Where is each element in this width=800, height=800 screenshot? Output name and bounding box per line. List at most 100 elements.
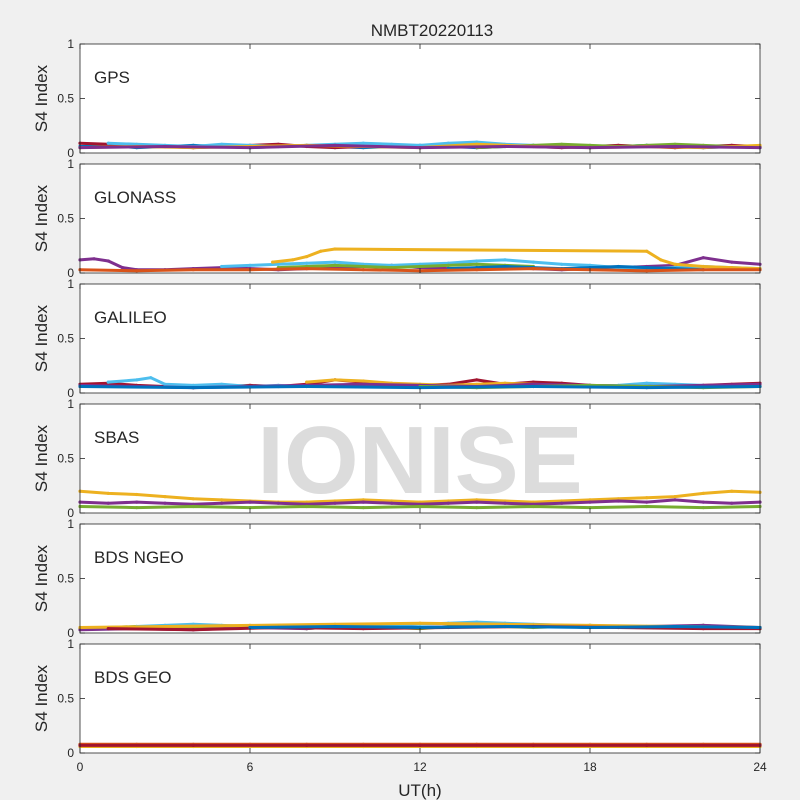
data-point: [361, 264, 365, 269]
data-point: [701, 264, 705, 269]
y-tick-label: 0: [67, 266, 74, 280]
data-point: [305, 743, 309, 748]
panels: 0 0.5 1 GPS S4 Index 0 0.5 1 GLONASS S4 Index 0 0.5…: [32, 37, 767, 774]
data-point: [305, 384, 309, 389]
data-point: [531, 267, 535, 271]
x-tick-label: 18: [583, 760, 597, 774]
data-point: [475, 378, 479, 382]
data-point: [446, 263, 450, 267]
data-point: [701, 500, 705, 504]
data-point: [220, 498, 224, 502]
y-axis-label: S4 Index: [32, 304, 51, 372]
series-line: [276, 262, 535, 270]
data-point: [503, 264, 507, 269]
y-axis-label: S4 Index: [32, 184, 51, 252]
data-point: [560, 501, 564, 505]
plot-area: [80, 44, 760, 153]
data-point: [659, 258, 663, 262]
panel-label: SBAS: [94, 428, 139, 447]
data-point: [135, 378, 139, 382]
y-tick-label: 0.5: [57, 692, 74, 706]
data-point: [220, 501, 224, 505]
panel-label: GALILEO: [94, 308, 167, 327]
data-point: [730, 501, 734, 505]
y-tick-label: 0: [67, 746, 74, 760]
data-point: [135, 269, 139, 273]
y-tick-label: 0: [67, 506, 74, 520]
data-point: [220, 142, 224, 146]
data-point: [149, 376, 153, 380]
data-point: [701, 506, 705, 510]
data-point: [163, 495, 167, 499]
data-point: [163, 144, 167, 149]
data-point: [645, 504, 649, 509]
y-tick-label: 1: [67, 157, 74, 171]
data-point: [475, 268, 479, 272]
y-tick-label: 1: [67, 37, 74, 51]
data-point: [475, 500, 479, 504]
x-tick-label: 24: [753, 760, 767, 774]
data-point: [106, 627, 110, 631]
data-point: [390, 501, 394, 505]
x-tick-label: 12: [413, 760, 427, 774]
data-point: [673, 144, 677, 149]
series-purple: [78, 143, 762, 150]
data-point: [361, 141, 365, 145]
y-axis-label: S4 Index: [32, 664, 51, 732]
data-point: [418, 386, 422, 390]
panel-label: GPS: [94, 68, 130, 87]
data-point: [106, 501, 110, 505]
data-point: [418, 504, 422, 509]
data-point: [446, 501, 450, 505]
data-point: [588, 500, 592, 504]
data-point: [333, 624, 337, 629]
data-point: [106, 141, 110, 145]
data-point: [503, 144, 507, 149]
data-point: [418, 743, 422, 748]
data-point: [560, 142, 564, 146]
y-tick-label: 0.5: [57, 332, 74, 346]
panel-bds-ngeo: 0 0.5 1 BDS NGEO S4 Index: [32, 517, 762, 640]
data-point: [361, 500, 365, 504]
data-point: [475, 259, 479, 263]
data-point: [503, 501, 507, 505]
data-point: [333, 247, 337, 251]
data-point: [135, 492, 139, 497]
data-point: [361, 268, 365, 272]
data-point: [106, 380, 110, 384]
data-point: [191, 268, 195, 272]
data-point: [645, 386, 649, 390]
data-point: [220, 382, 224, 386]
data-point: [163, 501, 167, 505]
x-tick-label: 6: [247, 760, 254, 774]
data-point: [135, 500, 139, 504]
data-point: [588, 506, 592, 510]
data-point: [645, 381, 649, 385]
x-axis-label: UT(h): [398, 781, 441, 800]
y-tick-label: 1: [67, 277, 74, 291]
data-point: [418, 625, 422, 630]
y-tick-label: 0: [67, 626, 74, 640]
data-point: [191, 497, 195, 501]
data-point: [276, 501, 280, 505]
series-red: [78, 743, 762, 748]
data-point: [616, 264, 620, 269]
data-point: [248, 500, 252, 504]
data-point: [135, 506, 139, 510]
plot-area: [80, 164, 760, 273]
panel-label: BDS NGEO: [94, 548, 184, 567]
y-tick-label: 1: [67, 397, 74, 411]
data-point: [248, 506, 252, 510]
y-tick-label: 0.5: [57, 212, 74, 226]
data-point: [588, 625, 592, 630]
plot-area: [80, 284, 760, 393]
data-point: [645, 249, 649, 253]
data-point: [271, 260, 275, 264]
data-point: [701, 256, 705, 260]
data-point: [333, 143, 337, 147]
data-point: [645, 269, 649, 273]
data-point: [390, 142, 394, 146]
y-tick-label: 0: [67, 146, 74, 160]
watermark: IONISE: [257, 407, 582, 514]
